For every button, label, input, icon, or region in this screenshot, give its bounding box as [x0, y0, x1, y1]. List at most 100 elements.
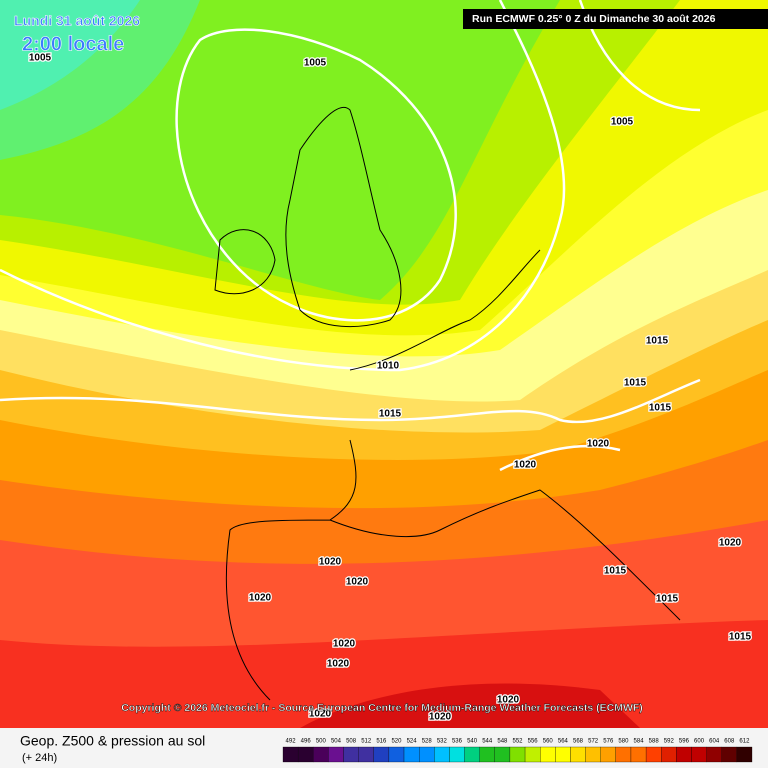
coastline — [225, 249, 681, 701]
isobar-label: 1020 — [587, 439, 610, 450]
scale-swatch — [328, 746, 344, 763]
scale-swatch — [676, 746, 692, 763]
scale-swatch — [434, 746, 450, 763]
scale-swatch — [358, 746, 374, 763]
run-info: Run ECMWF 0.25° 0 Z du Dimanche 30 août … — [472, 13, 716, 25]
scale-label: 572 — [588, 739, 599, 745]
isobar-label: 1020 — [429, 712, 452, 723]
scale-label: 504 — [331, 739, 342, 745]
scale-swatch — [570, 746, 586, 763]
isobar-label: 1015 — [649, 403, 672, 414]
scale-label: 592 — [664, 739, 675, 745]
date: Lundi 31 août 2026 — [14, 13, 140, 29]
isobar — [175, 28, 457, 322]
isobar — [0, 378, 701, 424]
scale-label: 600 — [694, 739, 705, 745]
scale-label: 496 — [301, 739, 312, 745]
scale-label: 520 — [391, 739, 402, 745]
coastlines — [214, 107, 681, 701]
isobar-label: 1005 — [611, 117, 634, 128]
isobar — [499, 444, 621, 472]
scale-swatch — [479, 746, 495, 763]
scale-swatch — [540, 746, 556, 763]
scale-swatch — [373, 746, 390, 763]
scale-swatch — [464, 746, 480, 763]
scale-label: 492 — [286, 739, 297, 745]
scale-label: 584 — [634, 739, 645, 745]
isobar-label: 1005 — [29, 53, 52, 64]
scale-swatch — [524, 746, 541, 763]
run-box — [463, 9, 768, 29]
coastline — [285, 107, 402, 328]
scale-swatch — [297, 746, 314, 763]
scale-swatch — [585, 746, 601, 763]
scale-swatch — [509, 746, 526, 763]
isobar-label: 1020 — [719, 538, 742, 549]
scale-swatch — [661, 746, 677, 763]
scale-swatch — [736, 746, 753, 763]
scale-label: 544 — [482, 739, 493, 745]
scale-swatch — [403, 746, 420, 763]
isobar — [0, 0, 566, 372]
scale-swatch — [706, 746, 722, 763]
field-band — [300, 683, 640, 728]
scale-label: 556 — [528, 739, 539, 745]
scale-label: 512 — [361, 739, 372, 745]
scale-label: 588 — [649, 739, 660, 745]
scale-label: 580 — [618, 739, 629, 745]
scale-label: 564 — [558, 739, 569, 745]
isobar-label: 1005 — [304, 58, 327, 69]
scale-swatch — [645, 746, 662, 763]
footer-subtitle: (+ 24h) — [22, 752, 57, 764]
scale-swatch — [555, 746, 571, 763]
scale-label: 508 — [346, 739, 357, 745]
scale-label: 528 — [422, 739, 433, 745]
isobar-label: 1020 — [346, 577, 369, 588]
scale-swatch — [494, 746, 511, 763]
scale-swatch — [388, 746, 405, 763]
scale-swatch — [600, 746, 616, 763]
scale-label: 576 — [603, 739, 614, 745]
isobar-label: 1015 — [604, 566, 627, 577]
time: 2:00 locale — [22, 33, 124, 55]
scale-swatch — [691, 746, 707, 763]
color-scale: 492 496 500 504 508 512 516 520 524 528 532 536 540 5… — [282, 739, 753, 763]
isobar-label: 1010 — [377, 361, 400, 372]
scale-swatch — [449, 746, 465, 763]
footer-title: Geop. Z500 & pression au sol — [20, 733, 205, 749]
isobar-label: 1015 — [656, 594, 679, 605]
scale-label: 604 — [709, 739, 720, 745]
coastline — [214, 229, 276, 295]
isobar-label: 1020 — [319, 557, 342, 568]
scale-label: 536 — [452, 739, 463, 745]
isobar-label: 1020 — [249, 593, 272, 604]
scale-label: 540 — [467, 739, 478, 745]
scale-swatch — [313, 746, 329, 763]
scale-label: 552 — [512, 739, 523, 745]
isobar-label: 1015 — [624, 378, 647, 389]
isobar-label: 1015 — [379, 409, 402, 420]
scale-swatch — [419, 746, 435, 763]
isobar-label: 1015 — [646, 336, 669, 347]
isobar-label: 1020 — [514, 460, 537, 471]
scale-label: 560 — [543, 739, 554, 745]
isobar-labels: 1005 1005 1005 1010 1015 1015 1015 1015 1020 1020… — [28, 51, 753, 724]
scale-swatch — [282, 746, 299, 763]
scale-label: 516 — [376, 739, 387, 745]
scale-label: 596 — [679, 739, 690, 745]
isobar-label: 1020 — [327, 659, 350, 670]
scale-label: 500 — [316, 739, 327, 745]
scale-swatch — [630, 746, 647, 763]
scale-label: 612 — [739, 739, 750, 745]
isobar-label: 1020 — [333, 639, 356, 650]
scale-label: 532 — [437, 739, 448, 745]
copyright: Copyright © 2026 Meteociel.fr - Source E… — [121, 702, 643, 714]
scale-label: 568 — [573, 739, 584, 745]
scale-swatch — [721, 746, 738, 763]
isobar-label: 1020 — [497, 695, 520, 706]
scale-label: 524 — [407, 739, 418, 745]
scale-swatch — [615, 746, 632, 763]
